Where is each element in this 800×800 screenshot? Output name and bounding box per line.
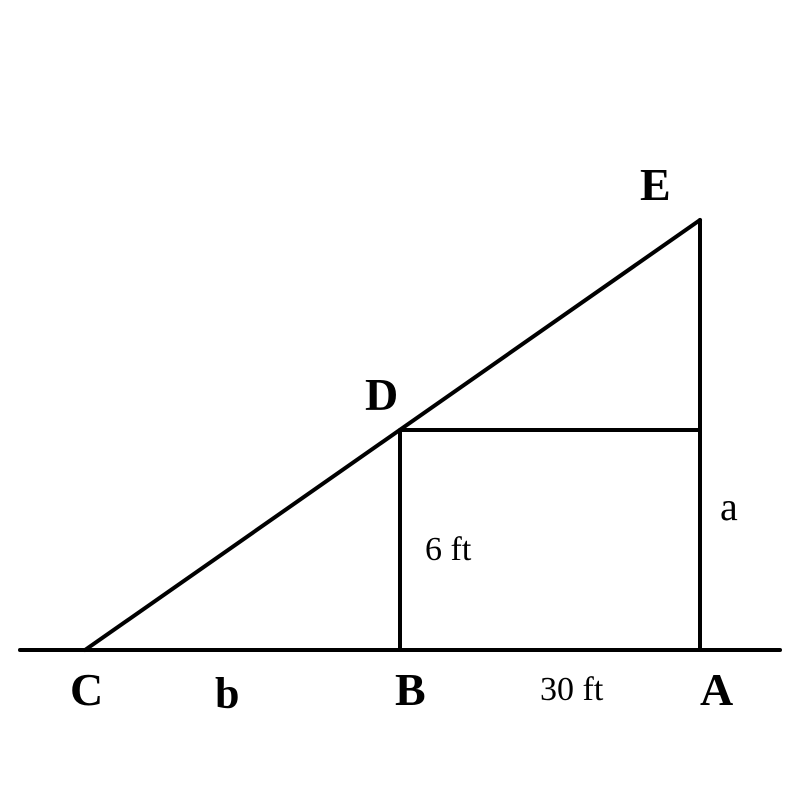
measure-ba: 30 ft (540, 671, 604, 708)
side-label-b: b (215, 669, 239, 718)
vertex-label-d: D (365, 369, 398, 420)
side-label-a: a (720, 484, 738, 529)
vertex-label-e: E (640, 159, 671, 210)
edge-ce (85, 220, 700, 650)
vertex-label-b-upper: B (395, 664, 426, 715)
measure-bd: 6 ft (425, 531, 472, 568)
geometry-diagram: C B A D E b a 6 ft 30 ft (0, 0, 800, 800)
vertex-label-a-upper: A (700, 664, 733, 715)
vertex-label-c: C (70, 664, 103, 715)
edges (20, 220, 780, 650)
